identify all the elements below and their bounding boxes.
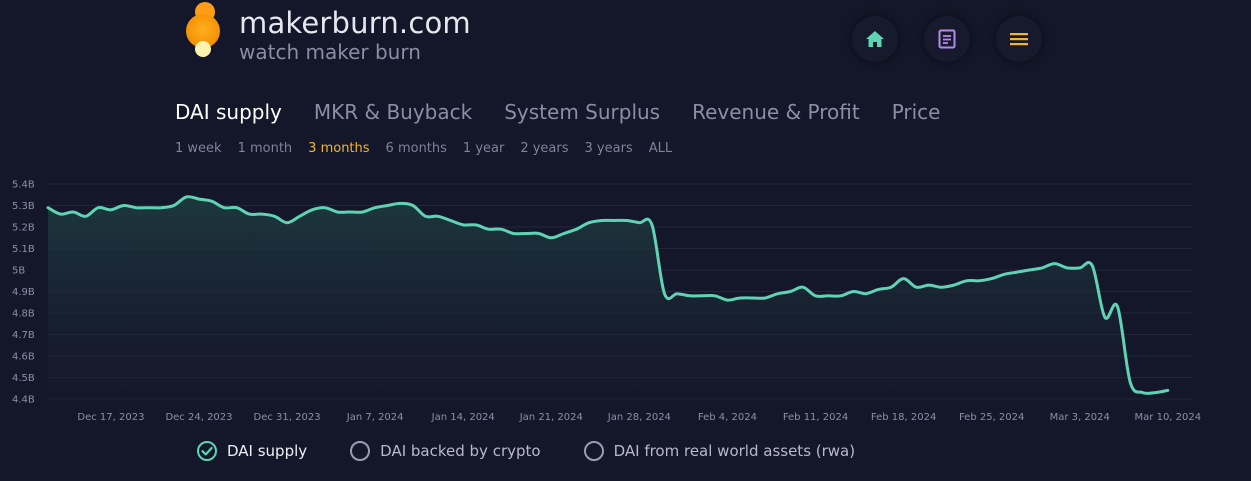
x-tick-label: Feb 18, 2024	[871, 412, 936, 423]
x-tick-label: Jan 28, 2024	[607, 412, 671, 423]
metric-tabs: DAI supply MKR & Buyback System Surplus …	[175, 100, 940, 124]
x-axis-ticks: Dec 17, 2023 Dec 24, 2023 Dec 31, 2023 Jan …	[77, 412, 1201, 423]
empty-circle-icon	[583, 441, 604, 461]
legend-dai-supply[interactable]: DAI supply	[196, 440, 307, 462]
x-tick-label: Mar 10, 2024	[1135, 412, 1202, 423]
y-tick-label: 5.2B	[12, 223, 35, 234]
x-tick-label: Jan 7, 2024	[346, 412, 404, 423]
flame-logo-icon[interactable]	[180, 0, 240, 62]
x-tick-label: Dec 24, 2023	[165, 412, 232, 423]
y-tick-label: 5.1B	[12, 244, 35, 255]
home-icon	[866, 31, 884, 47]
y-tick-label: 4.4B	[12, 395, 35, 406]
home-button[interactable]	[852, 16, 898, 62]
x-tick-label: Mar 3, 2024	[1050, 412, 1110, 423]
y-tick-label: 4.8B	[12, 309, 35, 320]
range-1-year[interactable]: 1 year	[462, 141, 505, 156]
legend-label: DAI backed by crypto	[380, 442, 541, 460]
y-tick-label: 4.7B	[12, 330, 35, 341]
legend-dai-backed-by-crypto[interactable]: DAI backed by crypto	[349, 440, 541, 462]
x-tick-label: Feb 11, 2024	[783, 412, 848, 423]
x-tick-label: Dec 17, 2023	[77, 412, 144, 423]
legend-label: DAI supply	[227, 442, 308, 460]
y-tick-label: 4.9B	[12, 287, 35, 298]
y-axis-ticks: 5.4B 5.3B 5.2B 5.1B 5B 4.9B 4.8B 4.7B 4.6B 4.5B 4.…	[12, 180, 35, 406]
legend-label: DAI from real world assets (rwa)	[613, 442, 856, 460]
chart-legend: DAI supply DAI backed by crypto DAI from…	[196, 440, 855, 462]
range-3-years[interactable]: 3 years	[584, 141, 633, 156]
y-tick-label: 5B	[12, 266, 25, 277]
x-tick-label: Jan 21, 2024	[519, 412, 583, 423]
x-tick-label: Dec 31, 2023	[254, 412, 321, 423]
menu-icon	[1010, 33, 1028, 46]
dai-supply-line[interactable]	[46, 195, 1170, 395]
tab-price[interactable]: Price	[891, 100, 941, 124]
y-tick-label: 5.4B	[12, 180, 35, 191]
x-tick-label: Jan 14, 2024	[431, 412, 495, 423]
range-1-month[interactable]: 1 month	[237, 141, 293, 156]
y-tick-label: 4.5B	[12, 373, 35, 384]
site-title[interactable]: makerburn.com	[239, 6, 471, 40]
legend-dai-from-rwa[interactable]: DAI from real world assets (rwa)	[583, 440, 856, 462]
time-range-selector: 1 week 1 month 3 months 6 months 1 year …	[175, 141, 672, 156]
tab-mkr-buyback[interactable]: MKR & Buyback	[313, 100, 473, 124]
tab-dai-supply[interactable]: DAI supply	[175, 100, 282, 124]
site-tagline: watch maker burn	[239, 40, 421, 64]
range-2-years[interactable]: 2 years	[520, 141, 569, 156]
x-tick-label: Feb 25, 2024	[959, 412, 1024, 423]
tab-revenue-profit[interactable]: Revenue & Profit	[692, 100, 860, 124]
range-6-months[interactable]: 6 months	[385, 141, 447, 156]
tab-system-surplus[interactable]: System Surplus	[504, 100, 661, 124]
range-3-months[interactable]: 3 months	[308, 141, 370, 156]
y-tick-label: 4.6B	[12, 352, 35, 363]
menu-button[interactable]	[996, 16, 1042, 62]
check-circle-icon	[197, 441, 217, 461]
range-1-week[interactable]: 1 week	[175, 141, 222, 156]
document-icon	[938, 29, 956, 49]
range-all[interactable]: ALL	[648, 141, 673, 156]
y-tick-label: 5.3B	[12, 201, 35, 212]
dai-supply-area	[48, 196, 1168, 399]
empty-circle-icon	[350, 441, 371, 461]
dai-supply-chart[interactable]: 5.4B 5.3B 5.2B 5.1B 5B 4.9B 4.8B 4.7B 4.6B 4.5B 4.…	[0, 170, 1251, 432]
x-tick-label: Feb 4, 2024	[698, 412, 757, 423]
docs-button[interactable]	[924, 16, 970, 62]
